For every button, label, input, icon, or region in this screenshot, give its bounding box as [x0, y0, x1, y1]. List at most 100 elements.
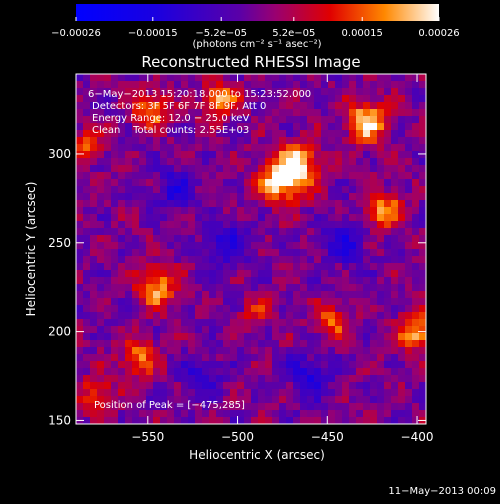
heatmap-cell	[195, 354, 203, 362]
heatmap-cell	[118, 151, 126, 159]
heatmap-cell	[412, 74, 420, 82]
heatmap-cell	[216, 298, 224, 306]
heatmap-cell	[370, 228, 378, 236]
heatmap-cell	[181, 382, 189, 390]
heatmap-cell	[111, 340, 119, 348]
heatmap-cell	[188, 172, 196, 180]
heatmap-cell	[139, 319, 147, 327]
heatmap-cell	[377, 186, 385, 194]
heatmap-cell	[342, 193, 350, 201]
heatmap-cell	[272, 340, 280, 348]
heatmap-cell	[377, 74, 385, 82]
heatmap-cell	[384, 95, 392, 103]
heatmap-cell	[97, 200, 105, 208]
heatmap-cell	[342, 102, 350, 110]
heatmap-cell	[272, 375, 280, 383]
heatmap-cell	[342, 277, 350, 285]
heatmap-cell	[307, 291, 315, 299]
heatmap-cell	[307, 186, 315, 194]
heatmap-cell	[363, 410, 371, 418]
heatmap-cell	[265, 326, 273, 334]
heatmap-cell	[272, 354, 280, 362]
heatmap-cell	[398, 298, 406, 306]
heatmap-cell	[195, 410, 203, 418]
heatmap-cell	[272, 158, 280, 166]
heatmap-cell	[349, 151, 357, 159]
heatmap-cell	[146, 235, 154, 243]
heatmap-cell	[391, 116, 399, 124]
heatmap-cell	[286, 88, 294, 96]
heatmap-cell	[279, 305, 287, 313]
heatmap-cell	[286, 172, 294, 180]
heatmap-cell	[384, 249, 392, 257]
heatmap-cell	[188, 368, 196, 376]
heatmap-cell	[76, 200, 84, 208]
heatmap-cell	[104, 291, 112, 299]
heatmap-cell	[167, 179, 175, 187]
heatmap-cell	[377, 396, 385, 404]
heatmap-cell	[237, 74, 245, 82]
heatmap-cell	[104, 396, 112, 404]
heatmap-cell	[97, 123, 105, 131]
heatmap-cell	[321, 242, 329, 250]
heatmap-cell	[111, 375, 119, 383]
heatmap-cell	[300, 242, 308, 250]
heatmap-cell	[146, 151, 154, 159]
heatmap-cell	[321, 263, 329, 271]
heatmap-cell	[146, 417, 154, 424]
heatmap-cell	[349, 326, 357, 334]
heatmap-cell	[76, 326, 84, 334]
heatmap-cell	[132, 417, 140, 424]
heatmap-cell	[279, 396, 287, 404]
heatmap-cell	[97, 151, 105, 159]
heatmap-cell	[237, 368, 245, 376]
heatmap-cell	[251, 165, 259, 173]
heatmap-cell	[272, 116, 280, 124]
heatmap-cell	[363, 403, 371, 411]
heatmap-cell	[216, 242, 224, 250]
heatmap-cell	[405, 186, 413, 194]
heatmap-cell	[153, 123, 161, 131]
heatmap-cell	[349, 382, 357, 390]
heatmap-cell	[363, 81, 371, 89]
heatmap-cell	[321, 270, 329, 278]
heatmap-cell	[181, 368, 189, 376]
heatmap-cell	[342, 291, 350, 299]
heatmap-cell	[132, 158, 140, 166]
heatmap-cell	[363, 200, 371, 208]
heatmap-cell	[370, 277, 378, 285]
heatmap-cell	[321, 333, 329, 341]
heatmap-cell	[181, 305, 189, 313]
heatmap-cell	[83, 284, 91, 292]
heatmap-cell	[125, 193, 133, 201]
heatmap-cell	[209, 333, 217, 341]
heatmap-cell	[188, 200, 196, 208]
heatmap-cell	[181, 298, 189, 306]
heatmap-cell	[118, 298, 126, 306]
heatmap-cell	[160, 263, 168, 271]
heatmap-cell	[118, 417, 126, 424]
heatmap-cell	[286, 270, 294, 278]
heatmap-cell	[139, 214, 147, 222]
heatmap-cell	[181, 270, 189, 278]
heatmap-cell	[265, 284, 273, 292]
heatmap-cell	[356, 144, 364, 152]
heatmap-cell	[83, 277, 91, 285]
heatmap-cell	[153, 319, 161, 327]
heatmap-cell	[216, 396, 224, 404]
heatmap-cell	[265, 368, 273, 376]
heatmap-cell	[195, 382, 203, 390]
heatmap-cell	[279, 312, 287, 320]
heatmap-cell	[356, 340, 364, 348]
heatmap-cell	[118, 305, 126, 313]
heatmap-cell	[202, 88, 210, 96]
heatmap-cell	[328, 354, 336, 362]
heatmap-cell	[272, 368, 280, 376]
heatmap-cell	[160, 347, 168, 355]
heatmap-cell	[342, 375, 350, 383]
heatmap-cell	[377, 291, 385, 299]
heatmap-cell	[356, 130, 364, 138]
heatmap-cell	[160, 207, 168, 215]
heatmap-cell	[181, 88, 189, 96]
